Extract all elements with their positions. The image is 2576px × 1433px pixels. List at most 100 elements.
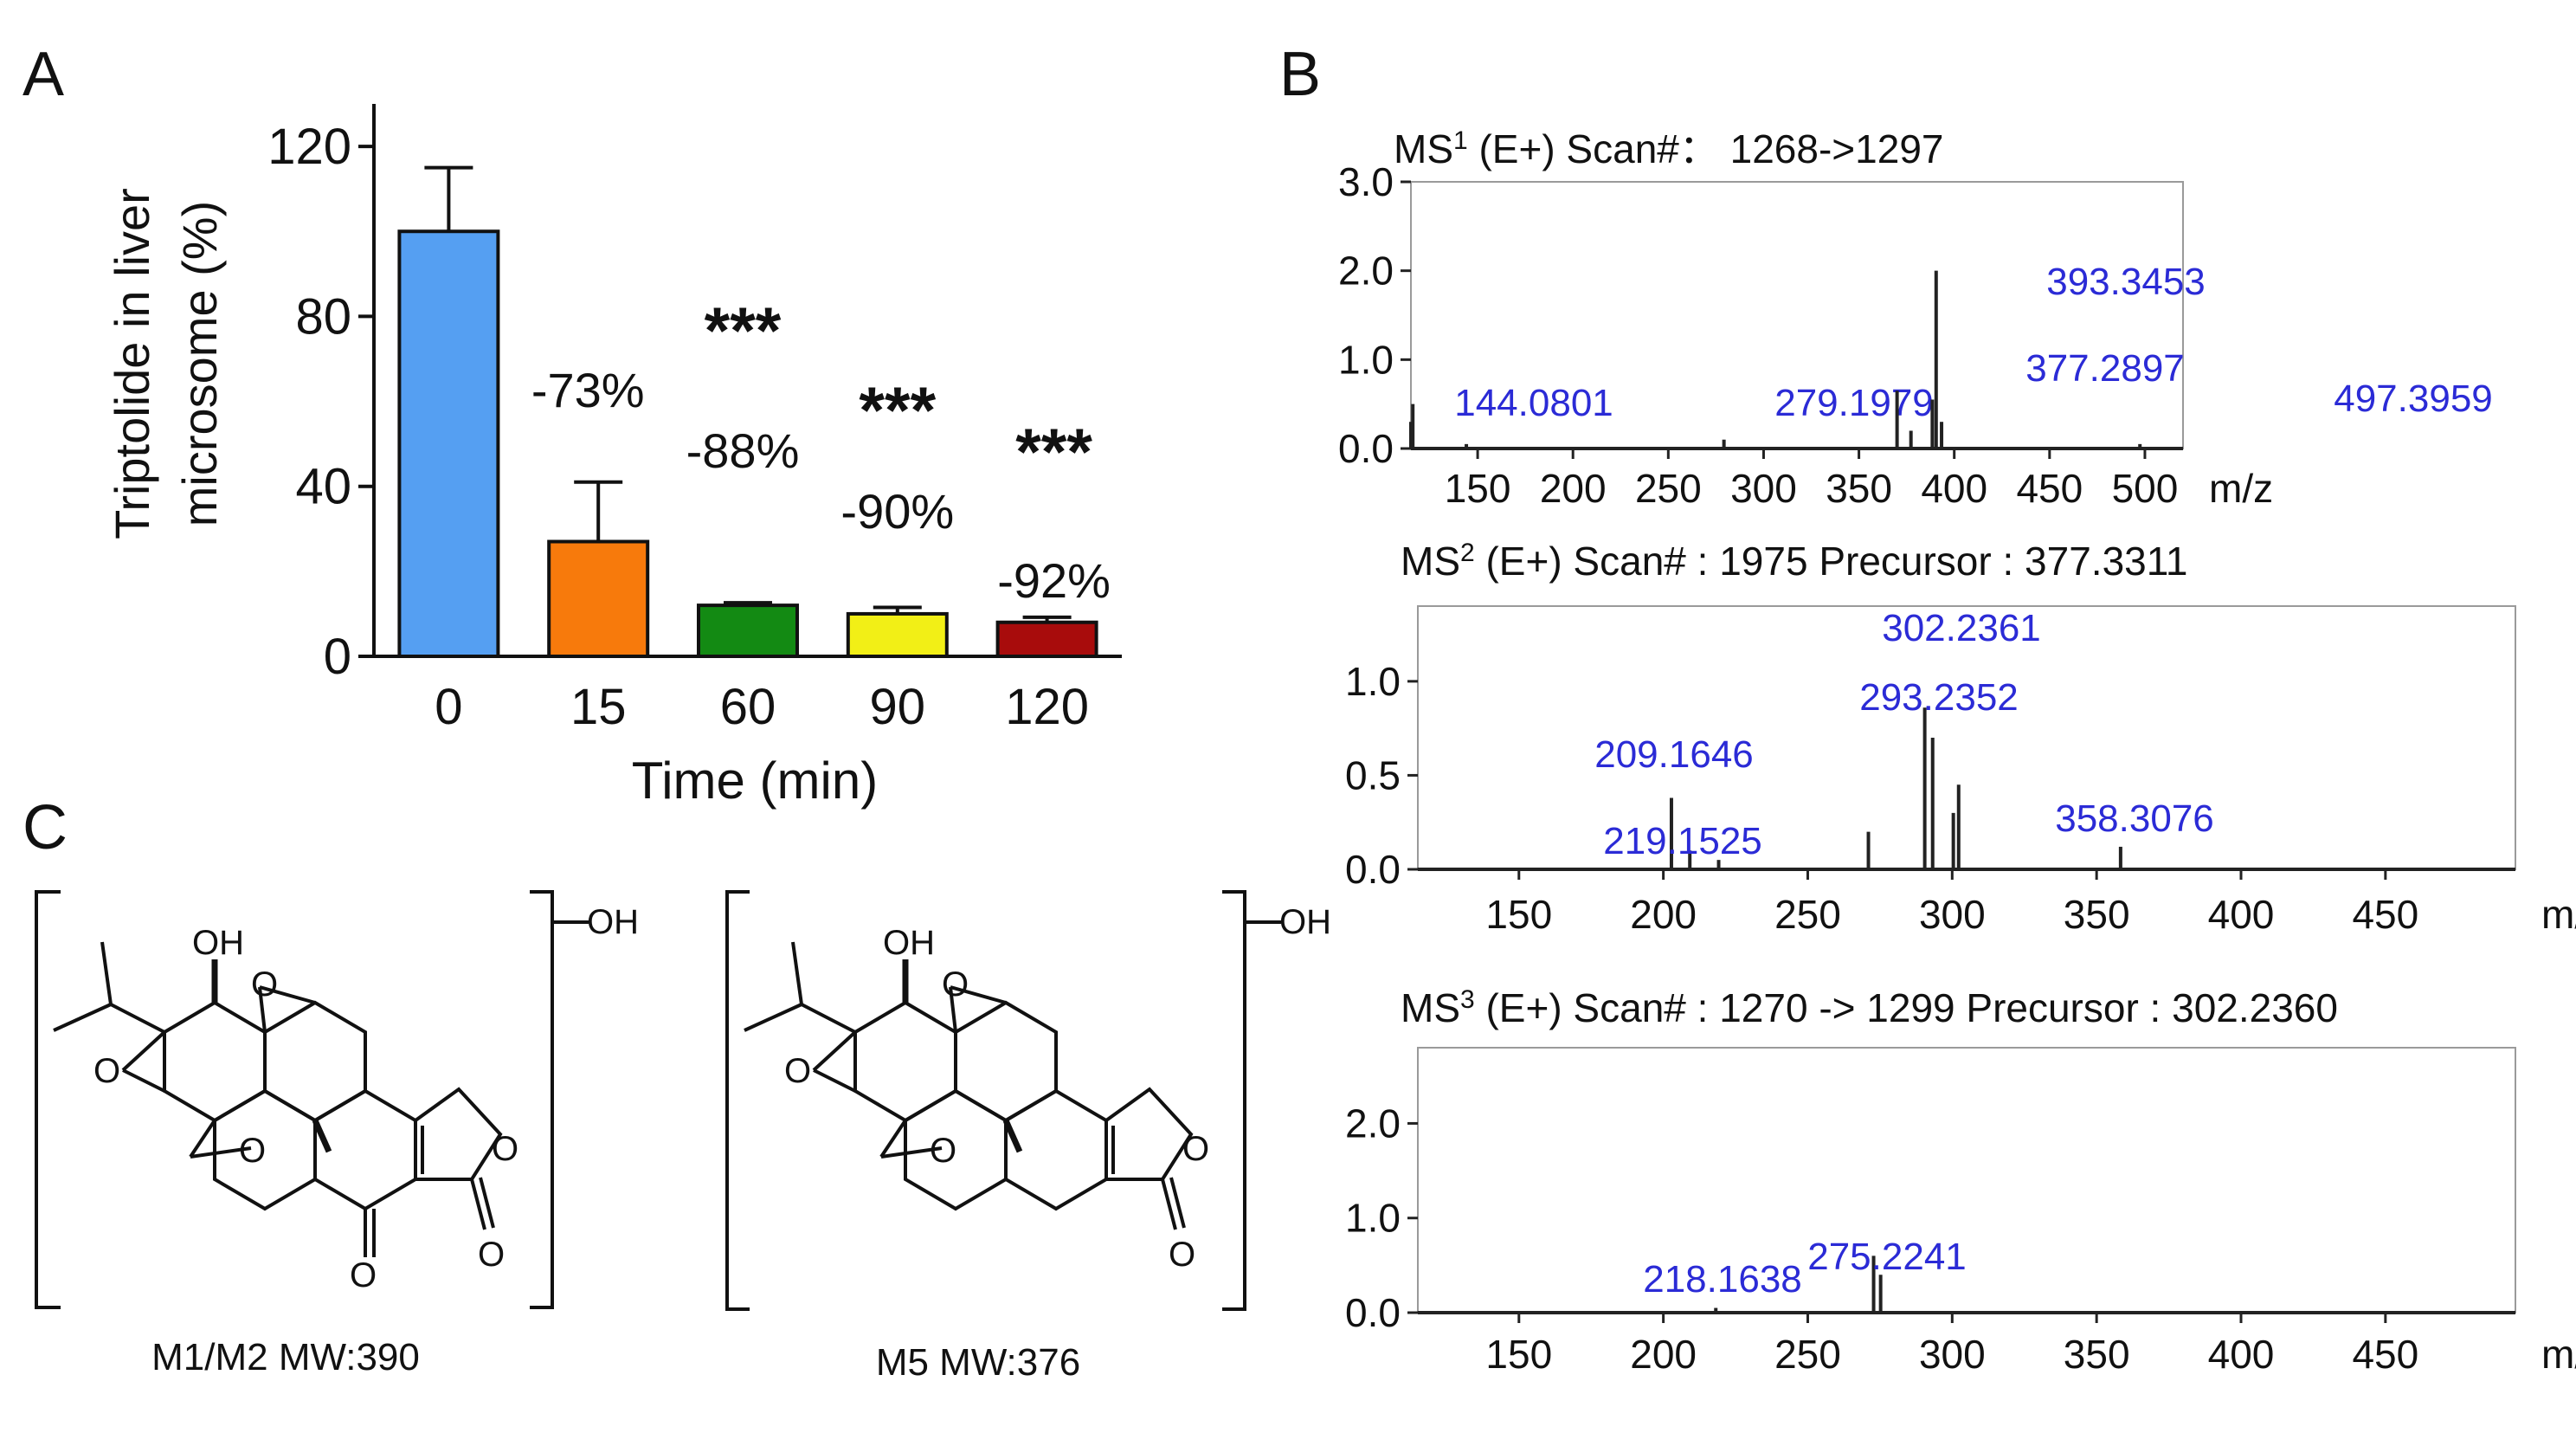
bar-0 bbox=[397, 229, 500, 658]
peak-label: 209.1646 bbox=[1594, 733, 1754, 776]
x-tick-label: 500 bbox=[2112, 466, 2179, 511]
x-tick-label: 400 bbox=[2208, 892, 2275, 937]
peak-label: 302.2361 bbox=[1882, 607, 2041, 649]
significance-stars: *** bbox=[859, 374, 936, 448]
x-unit-label: m/z bbox=[2209, 466, 2273, 511]
x-tick-label: 350 bbox=[2064, 892, 2130, 937]
peak-label: 279.1979 bbox=[1774, 382, 1934, 424]
o-label-left-6: O bbox=[478, 1236, 505, 1274]
spectrum-MS1: MS1 (E+) Scan#： 1268->1297 150 200 250 300 35… bbox=[1338, 126, 2493, 511]
y-tick-label: 0.5 bbox=[1345, 752, 1401, 797]
x-tick-label: 120 bbox=[1005, 679, 1089, 735]
x-tick-label: 300 bbox=[1919, 1332, 1986, 1377]
x-tick-label: 90 bbox=[870, 679, 926, 735]
oh-label-right-bracket: OH bbox=[1279, 903, 1331, 941]
o-label-left-4: O bbox=[350, 1256, 377, 1294]
x-tick-label: 200 bbox=[1630, 892, 1697, 937]
y-tick-label: 120 bbox=[267, 119, 351, 175]
plot-frame bbox=[1417, 1047, 2516, 1314]
y-tick-label: 0.0 bbox=[1338, 426, 1394, 471]
y-tick-label: 1.0 bbox=[1345, 1196, 1401, 1241]
x-tick-label: 400 bbox=[1921, 466, 1987, 511]
o-label-right-3: O bbox=[930, 1132, 956, 1170]
peak-label: 358.3076 bbox=[2055, 797, 2214, 840]
peak-label: 393.3453 bbox=[2046, 261, 2206, 303]
x-tick-label: 300 bbox=[1919, 892, 1986, 937]
y-tick-label: 0 bbox=[324, 629, 351, 685]
peak-label: 293.2352 bbox=[1859, 676, 2019, 719]
oh-label-right-ring: OH bbox=[883, 924, 935, 962]
x-tick-label: 150 bbox=[1485, 1332, 1552, 1377]
significance-stars: *** bbox=[1015, 416, 1092, 489]
percent-change-label: -92% bbox=[997, 553, 1111, 608]
panel-label-b: B bbox=[1279, 40, 1321, 109]
o-label-left-5: O bbox=[492, 1130, 518, 1168]
x-unit-label: m/z bbox=[2541, 892, 2576, 937]
y-axis-title-line2: microsome (%) bbox=[172, 201, 227, 526]
y-tick-label: 0.0 bbox=[1345, 847, 1401, 892]
o-label-right-2: O bbox=[784, 1052, 811, 1090]
bar-90 bbox=[846, 611, 949, 659]
mass-spectra: MS1 (E+) Scan#： 1268->1297 150 200 250 300 35… bbox=[1338, 126, 2576, 1377]
oh-label-left-ring: OH bbox=[192, 924, 244, 962]
oh-label-left-bracket: OH bbox=[587, 903, 639, 941]
x-tick-label: 450 bbox=[2352, 1332, 2418, 1377]
x-tick-label: 300 bbox=[1730, 466, 1797, 511]
peak-label: 497.3959 bbox=[2334, 378, 2493, 420]
x-axis-title: Time (min) bbox=[632, 752, 878, 810]
peak-label: 219.1525 bbox=[1603, 820, 1762, 862]
x-tick-label: 350 bbox=[1826, 466, 1892, 511]
x-tick-label: 400 bbox=[2208, 1332, 2275, 1377]
x-tick-label: 450 bbox=[2352, 892, 2418, 937]
x-tick-label: 60 bbox=[720, 679, 776, 735]
structure-caption-left: M1/M2 MW:390 bbox=[151, 1336, 420, 1378]
y-tick-label: 40 bbox=[295, 459, 351, 515]
y-tick-label: 1.0 bbox=[1338, 337, 1394, 382]
o-label-left-2: O bbox=[93, 1052, 120, 1090]
percent-change-label: -90% bbox=[840, 484, 954, 539]
x-tick-label: 450 bbox=[2016, 466, 2083, 511]
spectrum-MS2: MS2 (E+) Scan# : 1975 Precursor : 377.33… bbox=[1345, 539, 2576, 937]
y-axis-title-line1: Triptolide in liver bbox=[105, 188, 159, 539]
bar-chart-triptolide: 0 15 -73% 60 -88% *** 90 -90% *** 120 -92% *** 0 40 80… bbox=[105, 104, 1122, 810]
structure-caption-right: M5 MW:376 bbox=[876, 1341, 1080, 1384]
x-tick-label: 350 bbox=[2064, 1332, 2130, 1377]
y-tick-label: 3.0 bbox=[1338, 159, 1394, 204]
o-label-left-3: O bbox=[239, 1132, 266, 1170]
structure-m1-m2 bbox=[35, 890, 589, 1309]
x-unit-label: m/z bbox=[2541, 1332, 2576, 1377]
structure-m5 bbox=[725, 890, 1281, 1311]
peak-label: 377.2897 bbox=[2025, 347, 2185, 390]
x-tick-label: 200 bbox=[1540, 466, 1607, 511]
x-tick-label: 150 bbox=[1485, 892, 1552, 937]
x-tick-label: 250 bbox=[1774, 892, 1841, 937]
y-tick-label: 80 bbox=[295, 288, 351, 345]
bar-15 bbox=[547, 539, 650, 658]
peak-label: 144.0801 bbox=[1454, 382, 1613, 424]
o-label-left-1: O bbox=[251, 965, 278, 1004]
spectrum-title: MS2 (E+) Scan# : 1975 Precursor : 377.33… bbox=[1401, 539, 2188, 584]
x-tick-label: 150 bbox=[1445, 466, 1511, 511]
x-tick-label: 250 bbox=[1774, 1332, 1841, 1377]
panel-label-c: C bbox=[23, 793, 68, 862]
significance-stars: *** bbox=[705, 294, 782, 368]
y-tick-label: 2.0 bbox=[1338, 249, 1394, 294]
percent-change-label: -73% bbox=[531, 363, 645, 417]
x-tick-label: 250 bbox=[1635, 466, 1702, 511]
y-tick-label: 2.0 bbox=[1345, 1101, 1401, 1146]
peak-label: 218.1638 bbox=[1643, 1258, 1802, 1301]
x-tick-label: 0 bbox=[435, 679, 462, 735]
spectrum-title: MS3 (E+) Scan# : 1270 -> 1299 Precursor … bbox=[1401, 985, 2338, 1030]
o-label-right-1: O bbox=[942, 965, 969, 1004]
x-tick-label: 200 bbox=[1630, 1332, 1697, 1377]
peak-label: 275.2241 bbox=[1807, 1236, 1967, 1278]
y-tick-label: 1.0 bbox=[1345, 659, 1401, 704]
y-tick-label: 0.0 bbox=[1345, 1290, 1401, 1335]
bar-60 bbox=[697, 604, 799, 658]
o-label-right-5: O bbox=[1169, 1236, 1195, 1274]
percent-change-label: -88% bbox=[686, 423, 800, 478]
bar-120 bbox=[995, 620, 1098, 659]
spectrum-MS3: MS3 (E+) Scan# : 1270 -> 1299 Precursor … bbox=[1345, 985, 2576, 1377]
x-tick-label: 15 bbox=[570, 679, 627, 735]
